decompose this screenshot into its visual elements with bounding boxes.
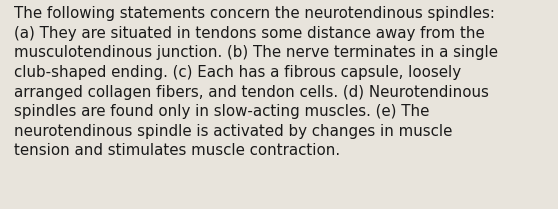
Text: The following statements concern the neurotendinous spindles:
(a) They are situa: The following statements concern the neu… xyxy=(14,6,498,158)
